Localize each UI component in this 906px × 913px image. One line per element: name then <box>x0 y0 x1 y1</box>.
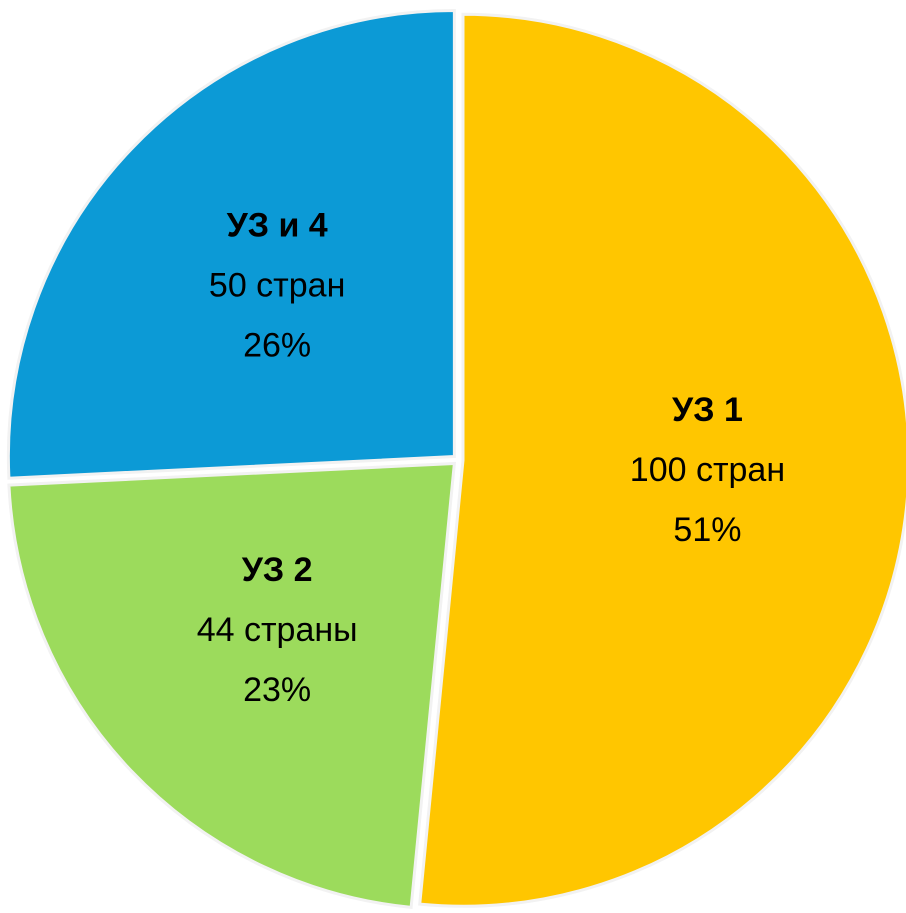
pie-slice <box>6 9 456 480</box>
slice-percent-label: 26% <box>243 327 311 365</box>
slice-percent-label: 23% <box>243 671 311 709</box>
slice-category: УЗ 1 <box>672 391 743 429</box>
pie-slice <box>7 461 457 909</box>
slice-category: УЗ и 4 <box>227 207 328 245</box>
slice-percent-label: 51% <box>673 511 741 549</box>
slice-value-label: 44 страны <box>197 611 358 649</box>
slice-value-label: 100 стран <box>630 451 785 489</box>
slice-category: УЗ 2 <box>242 551 313 589</box>
pie-slice <box>418 12 906 908</box>
slice-value-label: 50 стран <box>209 267 345 305</box>
